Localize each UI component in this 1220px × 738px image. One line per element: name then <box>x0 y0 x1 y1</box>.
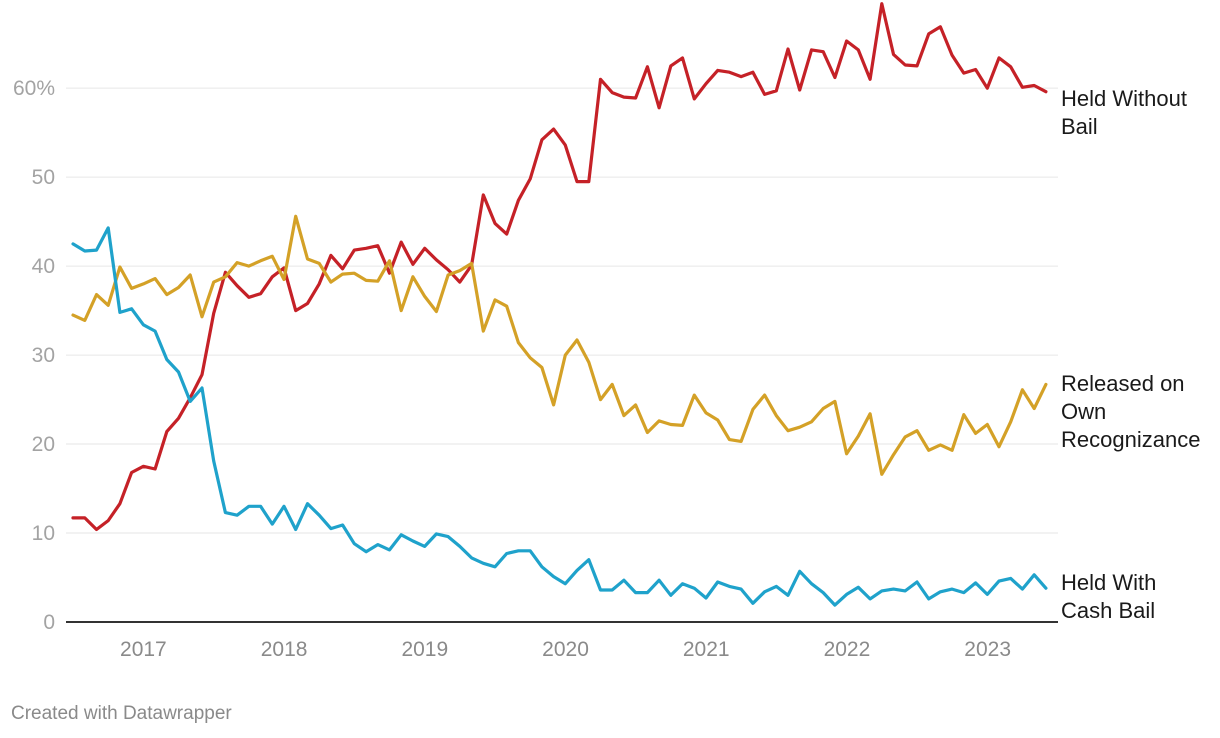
y-tick-label: 60% <box>13 77 55 100</box>
x-tick-label: 2020 <box>542 638 589 661</box>
series-labels: Held Without Bail Released on Own Recognizan… <box>1061 86 1200 623</box>
series-lines <box>71 2 1048 607</box>
series-label-2: Cash Bail <box>1061 598 1155 623</box>
x-tick-label: 2017 <box>120 638 167 661</box>
series-label-0: Bail <box>1061 114 1098 139</box>
y-tick-label: 50 <box>32 166 55 189</box>
datawrapper-credit[interactable]: Created with Datawrapper <box>11 703 232 724</box>
y-tick-label: 40 <box>32 255 55 278</box>
series-line-0 <box>71 2 1048 532</box>
series-label-1: Released on <box>1061 371 1185 396</box>
y-tick-label: 20 <box>32 433 55 456</box>
series-label-0: Held Without <box>1061 86 1187 111</box>
x-axis-ticks: 2017 2018 2019 2020 2021 2022 2023 <box>120 638 1011 661</box>
x-tick-label: 2023 <box>964 638 1011 661</box>
y-axis-ticks: 0 10 20 30 40 50 60% <box>13 77 55 634</box>
y-tick-label: 30 <box>32 344 55 367</box>
x-tick-label: 2022 <box>824 638 871 661</box>
series-line-2 <box>71 226 1048 607</box>
series-line-1 <box>71 214 1048 476</box>
y-tick-label: 0 <box>43 611 55 634</box>
series-label-1: Recognizance <box>1061 427 1200 452</box>
x-tick-label: 2018 <box>261 638 308 661</box>
gridlines <box>66 87 1058 623</box>
y-tick-label: 10 <box>32 522 55 545</box>
x-tick-label: 2021 <box>683 638 730 661</box>
series-label-1: Own <box>1061 399 1106 424</box>
series-label-2: Held With <box>1061 570 1156 595</box>
x-tick-label: 2019 <box>401 638 448 661</box>
